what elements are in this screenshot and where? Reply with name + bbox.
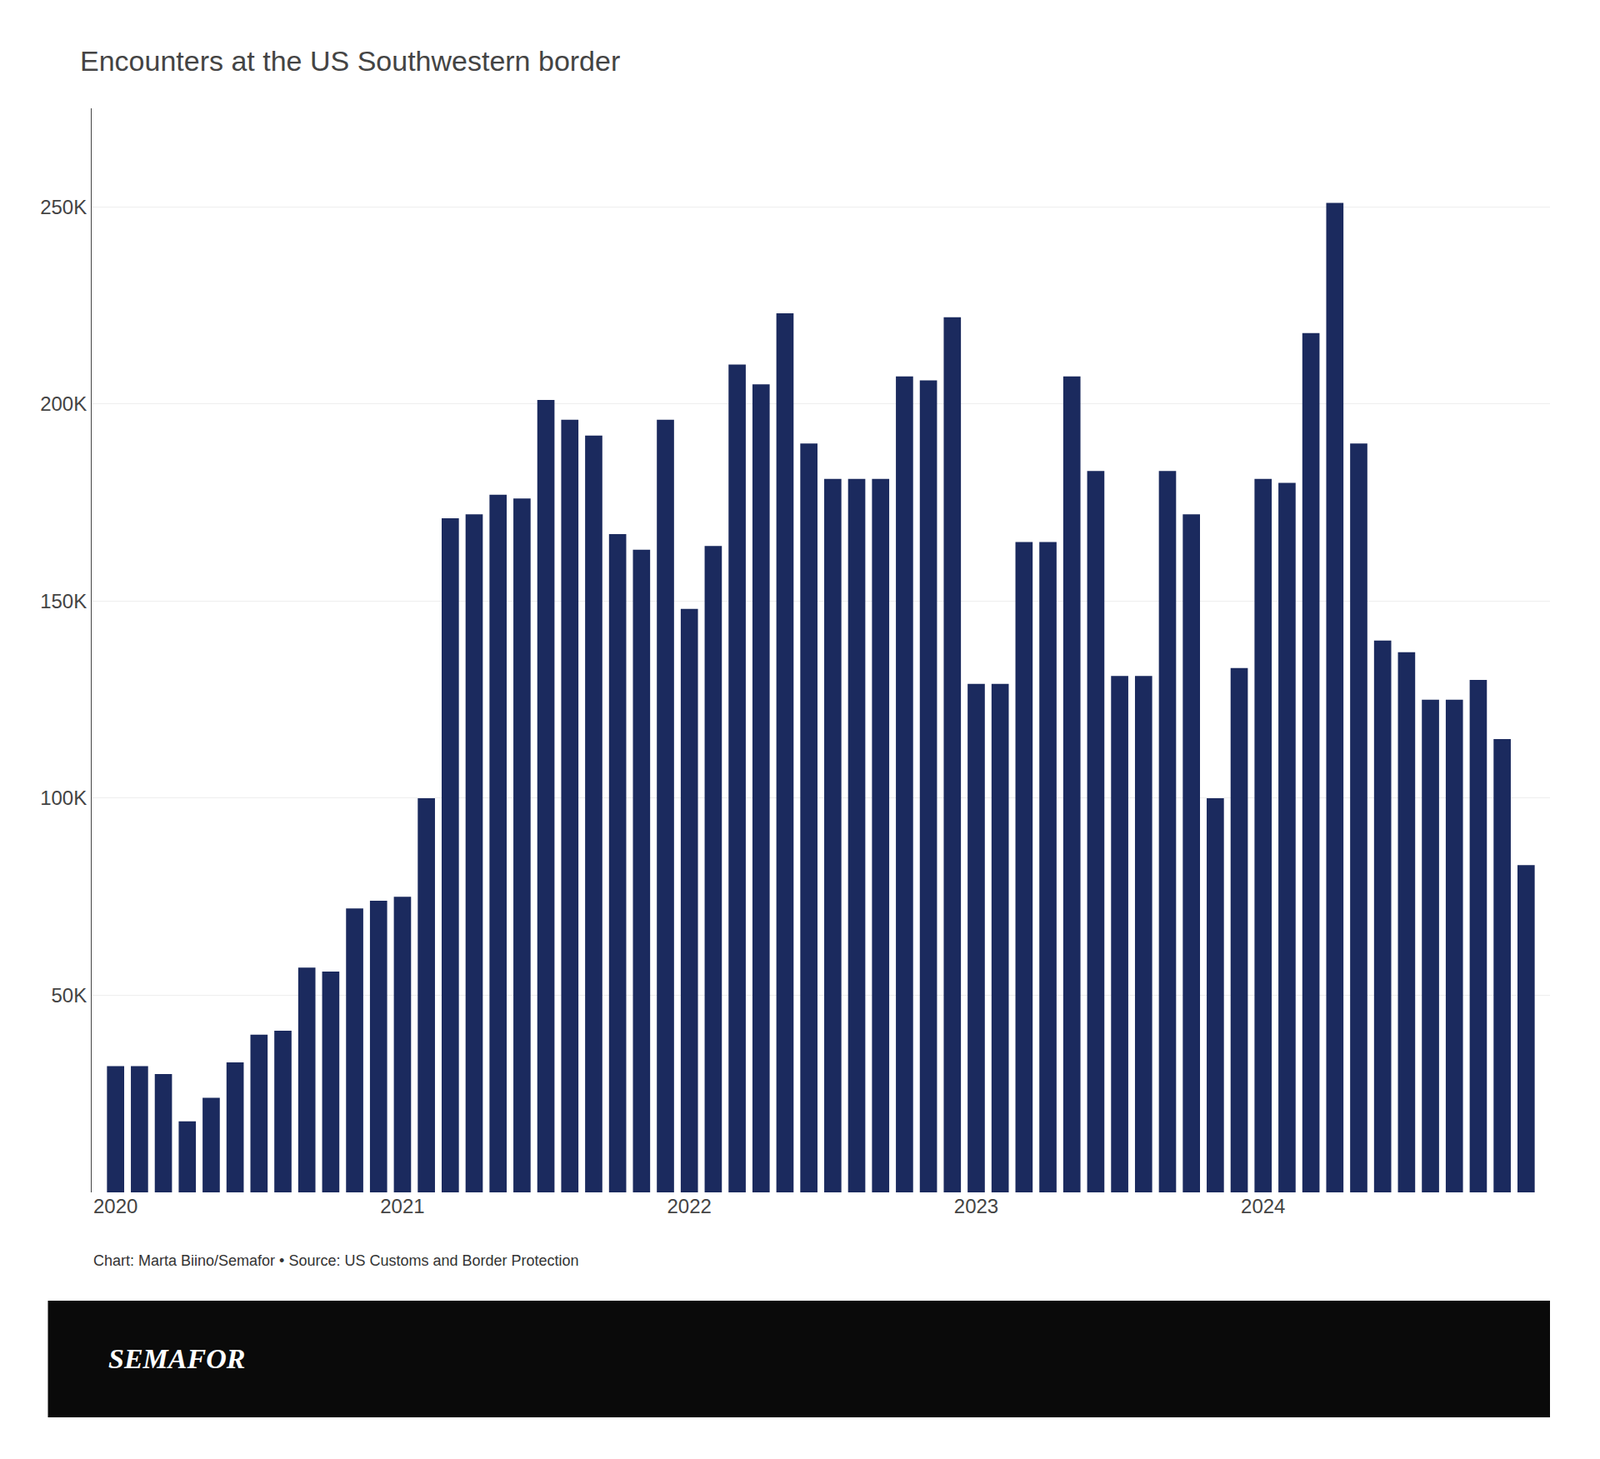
- svg-text:SEMAFOR: SEMAFOR: [108, 1343, 245, 1375]
- svg-text:Chart: Marta Biino/Semafor • S: Chart: Marta Biino/Semafor • Source: US …: [93, 1252, 580, 1270]
- svg-text:2024: 2024: [1240, 1195, 1285, 1218]
- svg-text:Encounters at the US Southwest: Encounters at the US Southwestern border: [80, 45, 620, 77]
- svg-text:250K: 250K: [40, 195, 87, 219]
- svg-text:200K: 200K: [40, 392, 87, 415]
- svg-text:2022: 2022: [667, 1195, 712, 1218]
- svg-text:2020: 2020: [93, 1195, 138, 1218]
- svg-text:150K: 150K: [40, 590, 87, 613]
- svg-text:2023: 2023: [954, 1195, 999, 1218]
- svg-text:100K: 100K: [40, 786, 87, 810]
- svg-text:2021: 2021: [380, 1195, 425, 1218]
- svg-text:50K: 50K: [50, 984, 87, 1007]
